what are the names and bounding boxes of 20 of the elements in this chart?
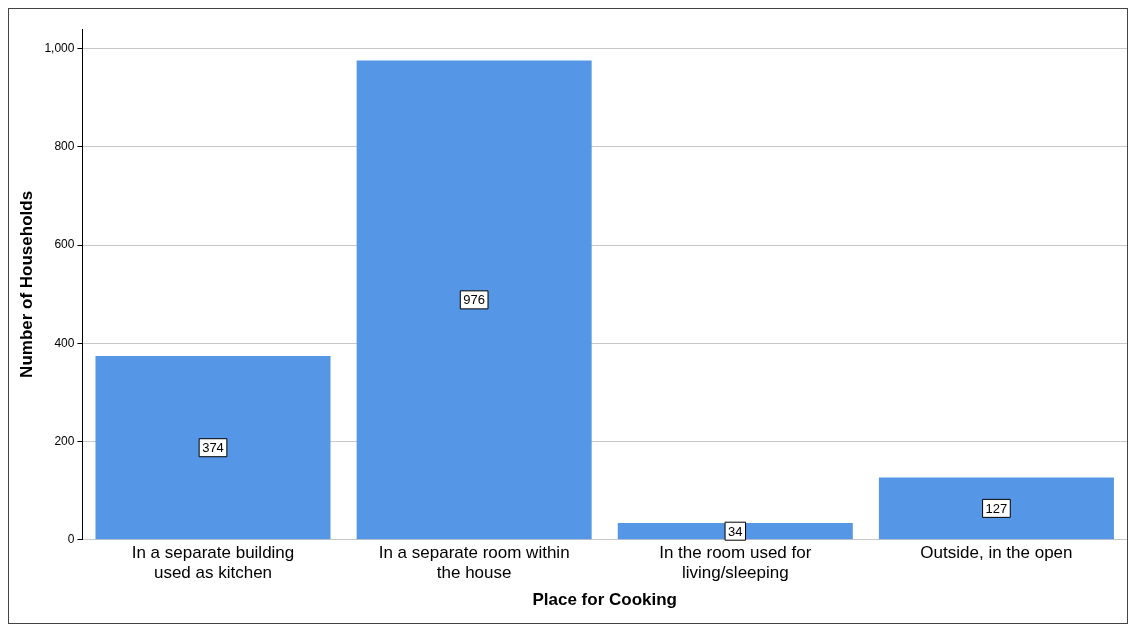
data-label: 374 <box>202 440 224 456</box>
y-tick-label: 800 <box>54 139 75 154</box>
data-label: 127 <box>985 500 1008 516</box>
y-axis-title: Number of Households <box>16 190 36 378</box>
x-tick-label: Outside, in the open <box>920 542 1073 562</box>
data-label: 976 <box>463 292 485 308</box>
y-tick-label: 1,000 <box>44 40 75 55</box>
y-tick-label: 400 <box>54 335 75 350</box>
bar <box>356 60 592 540</box>
x-tick-label: In the room used for living/sleeping <box>659 542 812 583</box>
bar <box>617 523 853 540</box>
bar <box>878 477 1114 540</box>
y-tick-label: 200 <box>54 433 75 448</box>
y-tick-label: 0 <box>67 532 75 547</box>
y-tick-label: 600 <box>54 237 75 252</box>
x-axis-title: Place for Cooking <box>532 590 677 610</box>
data-label: 34 <box>728 523 743 539</box>
bar <box>95 356 331 540</box>
x-tick-label: In a separate building used as kitchen <box>131 542 295 583</box>
x-tick-label: In a separate room within the house <box>378 542 570 583</box>
